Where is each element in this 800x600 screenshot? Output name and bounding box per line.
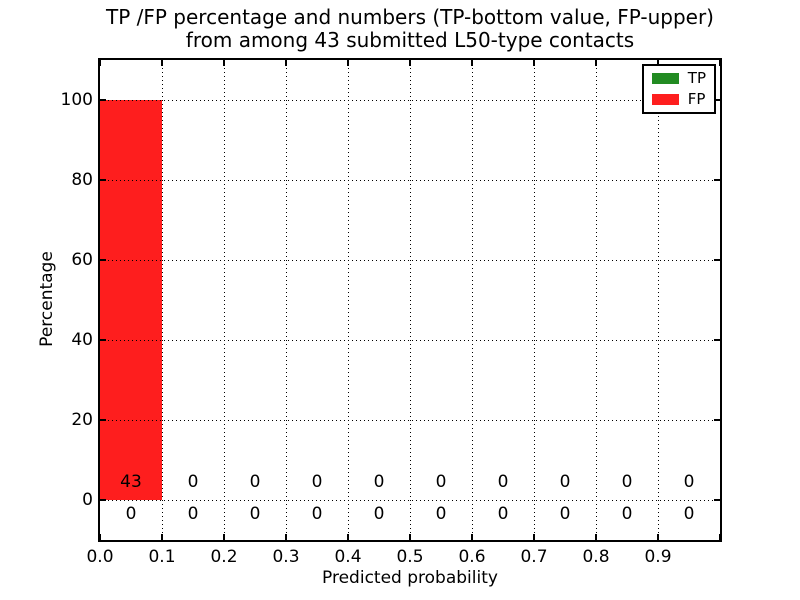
x-tick-mark [285,534,287,540]
count-label-fp: 0 [497,472,509,492]
y-tick-mark [714,419,720,421]
legend-item-tp: TP [651,69,706,87]
y-tick-mark [100,259,106,261]
count-label-fp: 0 [435,472,447,492]
x-tick-mark [161,60,163,66]
fp-legend-swatch-icon [651,94,679,105]
count-label-tp: 0 [187,504,199,524]
x-tick-mark [595,60,597,66]
chart-title-line1: TP /FP percentage and numbers (TP-bottom… [106,5,714,29]
x-axis-label: Predicted probability [322,568,498,588]
x-tick-mark [657,60,659,66]
count-label-fp: 0 [559,472,571,492]
x-tick-mark [347,534,349,540]
v-gridline [410,60,411,540]
x-tick-mark [719,60,721,66]
v-gridline [224,60,225,540]
y-axis-label: Percentage [37,251,57,347]
chart-title-line2: from among 43 submitted L50-type contact… [185,28,635,52]
count-label-fp: 0 [621,472,633,492]
x-tick-mark [595,534,597,540]
y-tick-mark [714,499,720,501]
count-label-tp: 0 [311,504,323,524]
count-label-fp: 0 [249,472,261,492]
v-gridline [658,60,659,540]
x-tick-mark [161,534,163,540]
x-tick-label: 0.1 [148,547,176,567]
count-label-tp: 0 [249,504,261,524]
fp-legend-label: FP [687,90,706,108]
x-tick-label: 0.0 [86,547,114,567]
count-label-tp: 0 [373,504,385,524]
y-tick-mark [714,259,720,261]
y-tick-label: 60 [71,250,93,270]
plot-area: 0 0 0 0 0 0 0 0 0 0 43 0 0 0 0 0 0 0 0 0 TP FP [98,58,722,542]
x-tick-mark [409,60,411,66]
count-label-tp: 0 [559,504,571,524]
count-label-tp: 0 [683,504,695,524]
count-label-fp: 0 [373,472,385,492]
v-gridline [596,60,597,540]
tp-legend-swatch-icon [651,73,679,84]
x-tick-mark [533,60,535,66]
v-gridline [162,60,163,540]
x-tick-label: 0.9 [644,547,672,567]
tp-legend-label: TP [687,69,706,87]
x-tick-mark [285,60,287,66]
x-tick-label: 0.6 [458,547,486,567]
y-tick-mark [100,179,106,181]
v-gridline [348,60,349,540]
count-label-fp: 0 [683,472,695,492]
y-tick-label: 40 [71,330,93,350]
v-gridline [472,60,473,540]
y-tick-mark [714,339,720,341]
count-label-fp: 0 [187,472,199,492]
x-tick-label: 0.8 [582,547,610,567]
v-gridline [534,60,535,540]
x-tick-mark [471,534,473,540]
x-tick-mark [99,534,101,540]
y-tick-label: 80 [71,170,93,190]
x-tick-mark [409,534,411,540]
x-tick-mark [657,534,659,540]
count-label-fp: 43 [120,472,142,492]
count-label-tp: 0 [497,504,509,524]
x-tick-mark [223,534,225,540]
count-label-tp: 0 [435,504,447,524]
x-tick-label: 0.7 [520,547,548,567]
x-tick-mark [533,534,535,540]
count-label-tp: 0 [125,504,137,524]
x-tick-label: 0.2 [210,547,238,567]
y-tick-mark [100,419,106,421]
chart-title: TP /FP percentage and numbers (TP-bottom… [100,6,720,52]
x-tick-mark [347,60,349,66]
y-tick-mark [100,499,106,501]
y-tick-label: 100 [60,90,93,110]
y-tick-mark [100,99,106,101]
bar-fp [100,100,162,500]
x-tick-label: 0.4 [334,547,362,567]
y-tick-mark [714,99,720,101]
y-tick-label: 0 [82,490,93,510]
x-tick-mark [471,60,473,66]
x-tick-label: 0.3 [272,547,300,567]
legend-item-fp: FP [651,90,706,108]
y-tick-mark [714,179,720,181]
x-tick-mark [99,60,101,66]
count-label-fp: 0 [311,472,323,492]
x-tick-mark [719,534,721,540]
legend: TP FP [641,64,716,114]
y-tick-mark [100,339,106,341]
count-label-tp: 0 [621,504,633,524]
x-tick-label: 0.5 [396,547,424,567]
y-tick-label: 20 [71,410,93,430]
v-gridline [286,60,287,540]
x-tick-mark [223,60,225,66]
